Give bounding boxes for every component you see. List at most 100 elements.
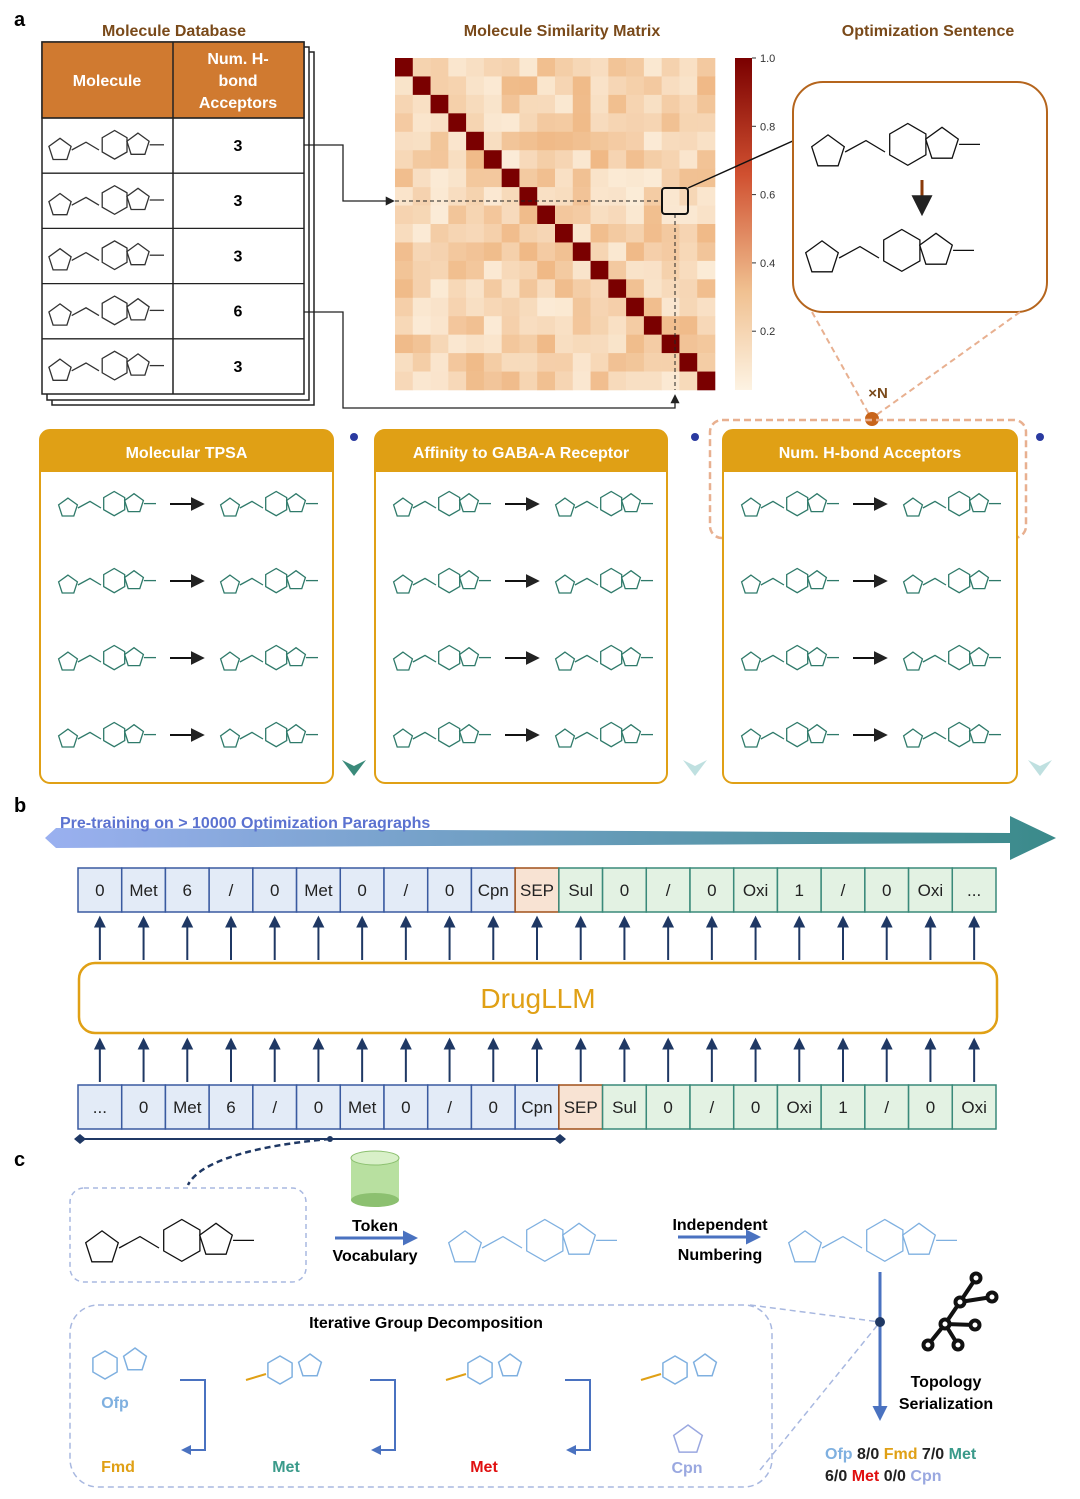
matrix-cell [679,279,698,299]
matrix-cell [608,334,627,354]
matrix-cell [395,297,414,317]
token-cell [951,867,997,913]
matrix-cell [448,353,467,372]
matrix-cell [430,131,449,151]
matrix-cell [483,316,502,335]
table-molecule [48,350,164,381]
intermediate-fragment [267,1355,293,1385]
matrix-cell [537,131,556,151]
matrix-cell [555,168,574,188]
matrix-cell [537,297,556,317]
matrix-cell [679,242,698,262]
matrix-cell [697,260,716,280]
matrix-cell [483,242,502,262]
cpn-fragment [672,1424,704,1453]
matrix-cell [448,150,467,169]
matrix-cell [483,131,502,151]
matrix-cell [555,131,574,151]
matrix-cell [626,94,645,114]
token-label: / [447,1098,452,1117]
token-cell [120,1084,167,1130]
highlight-dashed-box [708,418,1028,540]
task-panel: Num. H-bond Acceptors [722,429,1018,784]
matrix-cell [395,168,414,188]
matrix-cell [572,242,591,262]
colorbar-ticks: 1.0 0.8 0.6 0.4 0.2 [752,53,775,338]
matrix-cell [412,131,431,151]
decomposition-box [69,1304,773,1488]
matrix-cell [572,316,591,335]
matrix-cell [697,94,716,114]
matrix-cell [626,187,645,206]
matrix-cell [555,150,574,169]
matrix-cell [448,297,467,317]
numbering-label-2: Numbering [678,1247,762,1264]
matrix-cell [661,58,680,77]
matrix-cell [395,260,414,280]
output-molecule [219,721,318,748]
matrix-cell [661,94,680,114]
token-cell [514,867,560,913]
matrix-cell [679,58,698,77]
matrix-cell [661,297,680,317]
matrix-cell [537,224,556,243]
matrix-cell [519,279,538,299]
matrix-cell [590,205,609,225]
matrix-cell [643,371,662,391]
matrix-cell [555,371,574,391]
matrix-cell [643,279,662,299]
matrix-cell [412,242,431,262]
token-label: Met [173,1098,202,1117]
matrix-cell [466,260,485,280]
matrix-cell [448,113,467,133]
matrix-cell [501,279,520,299]
matrix-cell [626,371,645,391]
matrix-cell [697,371,716,391]
matrix-cell [626,260,645,280]
connector-arrow-row4 [304,311,680,409]
matrix-cell [483,94,502,114]
matrix-cell [661,187,680,206]
token-label: 0 [270,881,279,900]
matrix-cell [537,205,556,225]
source-molecule [84,1218,254,1263]
matrix-cell [572,224,591,243]
output-molecule [554,644,653,671]
matrix-cell [448,242,467,262]
token-label: Met [304,881,333,900]
colorbar [735,58,752,390]
matrix-cell [501,168,520,188]
matrix-cell [590,150,609,169]
matrix-cell [697,187,716,206]
matrix-cell [537,334,556,354]
numbering-label-1: Independent [672,1217,768,1234]
matrix-cell [466,297,485,317]
input-molecule [57,490,156,517]
matrix-cell [412,187,431,206]
token-cell [645,1084,691,1130]
matrix-cell [661,316,680,335]
serialization-token: Ofp [825,1446,853,1463]
matrix-cell [537,242,556,262]
task-panel: Molecular TPSA [39,429,334,784]
matrix-cell [626,150,645,169]
matrix-cell [643,242,662,262]
matrix-cell [430,58,449,77]
matrix-cell [643,113,662,133]
matrix-cell [430,334,449,354]
matrix-cell [537,113,556,133]
matrix-cell [590,316,609,335]
matrix-cell [661,76,680,96]
matrix-cell [466,224,485,243]
matrix-cell [412,334,431,354]
token-label: Oxi [787,1098,813,1117]
matrix-cell [519,131,538,151]
matrix-cell [661,150,680,169]
matrix-cell [519,260,538,280]
matrix-cell [555,353,574,372]
matrix-cell [626,205,645,225]
matrix-cell [572,131,591,151]
matrix-cell [537,150,556,169]
matrix-cell [555,76,574,96]
token-cell [645,867,691,913]
